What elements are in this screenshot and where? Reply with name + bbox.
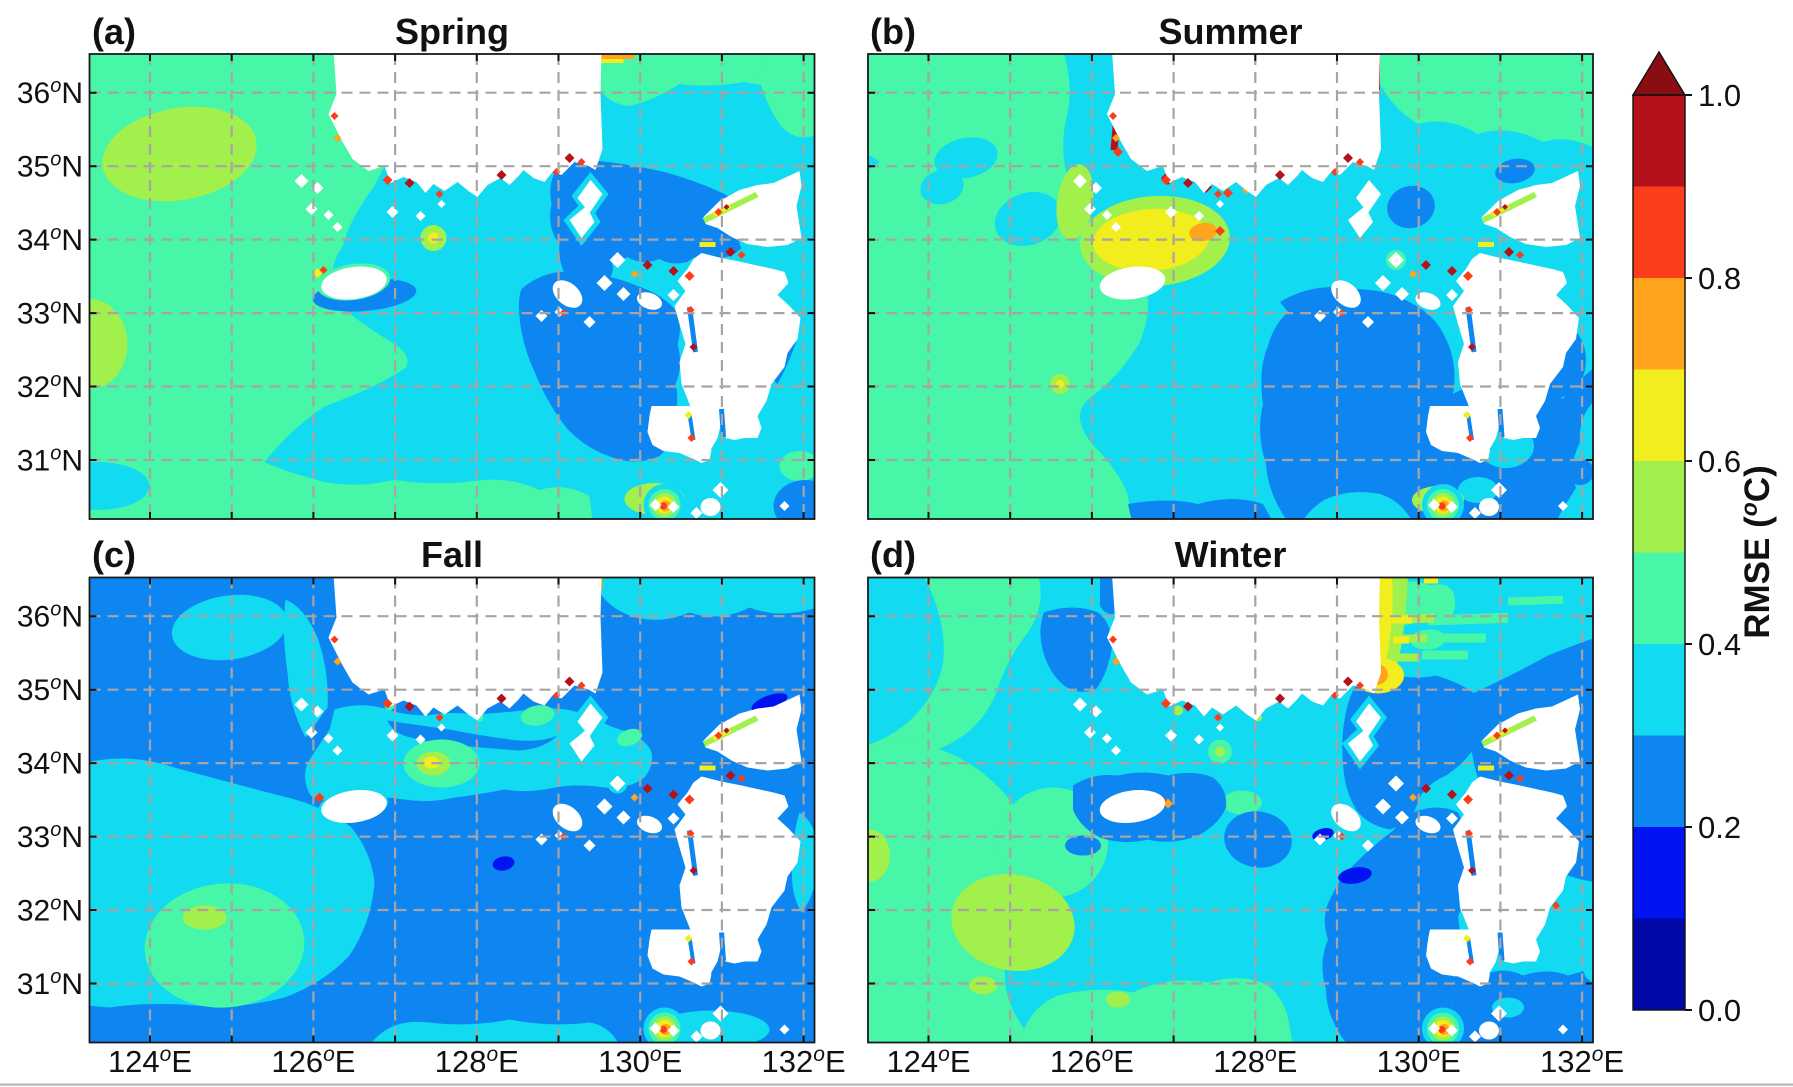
svg-text:124oE: 124oE <box>108 1043 192 1079</box>
svg-text:36oN: 36oN <box>17 599 83 634</box>
svg-text:132oE: 132oE <box>762 1043 846 1079</box>
svg-text:35oN: 35oN <box>17 672 83 707</box>
svg-text:Winter: Winter <box>1175 534 1287 575</box>
svg-text:128oE: 128oE <box>1213 1043 1297 1079</box>
svg-text:(c): (c) <box>92 534 136 575</box>
svg-text:1.0: 1.0 <box>1698 78 1741 113</box>
svg-text:0.0: 0.0 <box>1698 993 1741 1028</box>
svg-text:Summer: Summer <box>1158 11 1302 52</box>
svg-text:130oE: 130oE <box>598 1043 682 1079</box>
svg-text:Fall: Fall <box>421 534 483 575</box>
svg-text:0.4: 0.4 <box>1698 627 1741 662</box>
svg-text:126oE: 126oE <box>1050 1043 1134 1079</box>
svg-text:36oN: 36oN <box>17 75 83 110</box>
svg-text:31oN: 31oN <box>17 443 83 478</box>
svg-text:0.6: 0.6 <box>1698 444 1741 479</box>
svg-text:RMSE (oC): RMSE (oC) <box>1736 465 1777 639</box>
svg-text:132oE: 132oE <box>1540 1043 1624 1079</box>
svg-text:32oN: 32oN <box>17 369 83 404</box>
svg-text:33oN: 33oN <box>17 296 83 331</box>
svg-text:130oE: 130oE <box>1377 1043 1461 1079</box>
svg-text:32oN: 32oN <box>17 893 83 928</box>
svg-text:31oN: 31oN <box>17 966 83 1001</box>
svg-text:Spring: Spring <box>395 11 509 52</box>
svg-text:(b): (b) <box>870 11 916 52</box>
svg-text:33oN: 33oN <box>17 819 83 854</box>
svg-text:(d): (d) <box>870 534 916 575</box>
svg-text:35oN: 35oN <box>17 149 83 184</box>
svg-text:124oE: 124oE <box>886 1043 970 1079</box>
svg-text:34oN: 34oN <box>17 222 83 257</box>
svg-text:0.8: 0.8 <box>1698 261 1741 296</box>
svg-text:128oE: 128oE <box>435 1043 519 1079</box>
svg-text:126oE: 126oE <box>271 1043 355 1079</box>
svg-text:(a): (a) <box>92 11 136 52</box>
svg-text:0.2: 0.2 <box>1698 810 1741 845</box>
svg-text:34oN: 34oN <box>17 746 83 781</box>
